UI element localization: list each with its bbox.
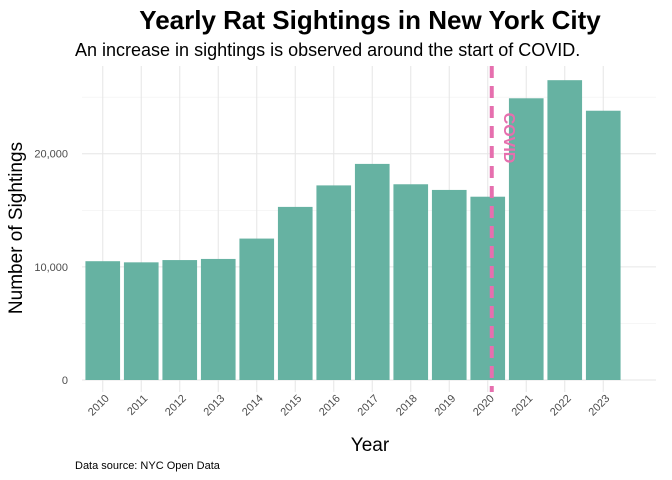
bars <box>85 80 621 380</box>
y-tick-label: 10,000 <box>34 262 68 274</box>
bar <box>547 80 583 380</box>
x-tick-label: 2016 <box>317 393 343 419</box>
bar <box>393 184 429 380</box>
bar <box>123 262 159 380</box>
x-tick-label: 2011 <box>125 393 150 418</box>
y-axis-title: Number of Sightings <box>6 142 27 314</box>
chart-title: Yearly Rat Sightings in New York City <box>139 5 601 35</box>
chart-subtitle: An increase in sightings is observed aro… <box>75 40 580 60</box>
bar <box>316 185 352 380</box>
caption: Data source: NYC Open Data <box>75 460 221 472</box>
x-tick-label: 2010 <box>86 393 112 419</box>
y-tick-label: 20,000 <box>34 149 68 161</box>
bar <box>431 189 467 380</box>
bar <box>585 110 621 380</box>
x-tick-label: 2019 <box>433 393 459 419</box>
x-tick-label: 2023 <box>587 393 613 419</box>
y-tick-label: 0 <box>62 375 68 387</box>
bar <box>277 206 313 380</box>
covid-label: COVID <box>500 113 517 164</box>
x-axis-ticks: 2010 2011 2012 2013 2014 2015 2016 2017 2018 2019… <box>86 393 612 419</box>
x-tick-label: 2018 <box>394 393 420 419</box>
x-tick-label: 2012 <box>163 393 189 419</box>
bar <box>508 98 544 380</box>
bar <box>470 196 506 380</box>
x-tick-label: 2020 <box>471 393 497 419</box>
bar <box>162 260 198 380</box>
x-tick-label: 2017 <box>356 393 382 419</box>
bar <box>239 238 275 380</box>
bar <box>354 163 390 380</box>
x-tick-label: 2022 <box>548 393 574 419</box>
bar <box>85 261 121 380</box>
y-axis-ticks: 0 10,000 20,000 <box>34 149 68 387</box>
x-tick-label: 2015 <box>279 393 305 419</box>
x-tick-label: 2013 <box>202 393 228 419</box>
x-tick-label: 2021 <box>510 393 536 419</box>
bar <box>200 258 236 380</box>
x-axis-title: Year <box>351 435 390 456</box>
x-tick-label: 2014 <box>240 393 266 419</box>
